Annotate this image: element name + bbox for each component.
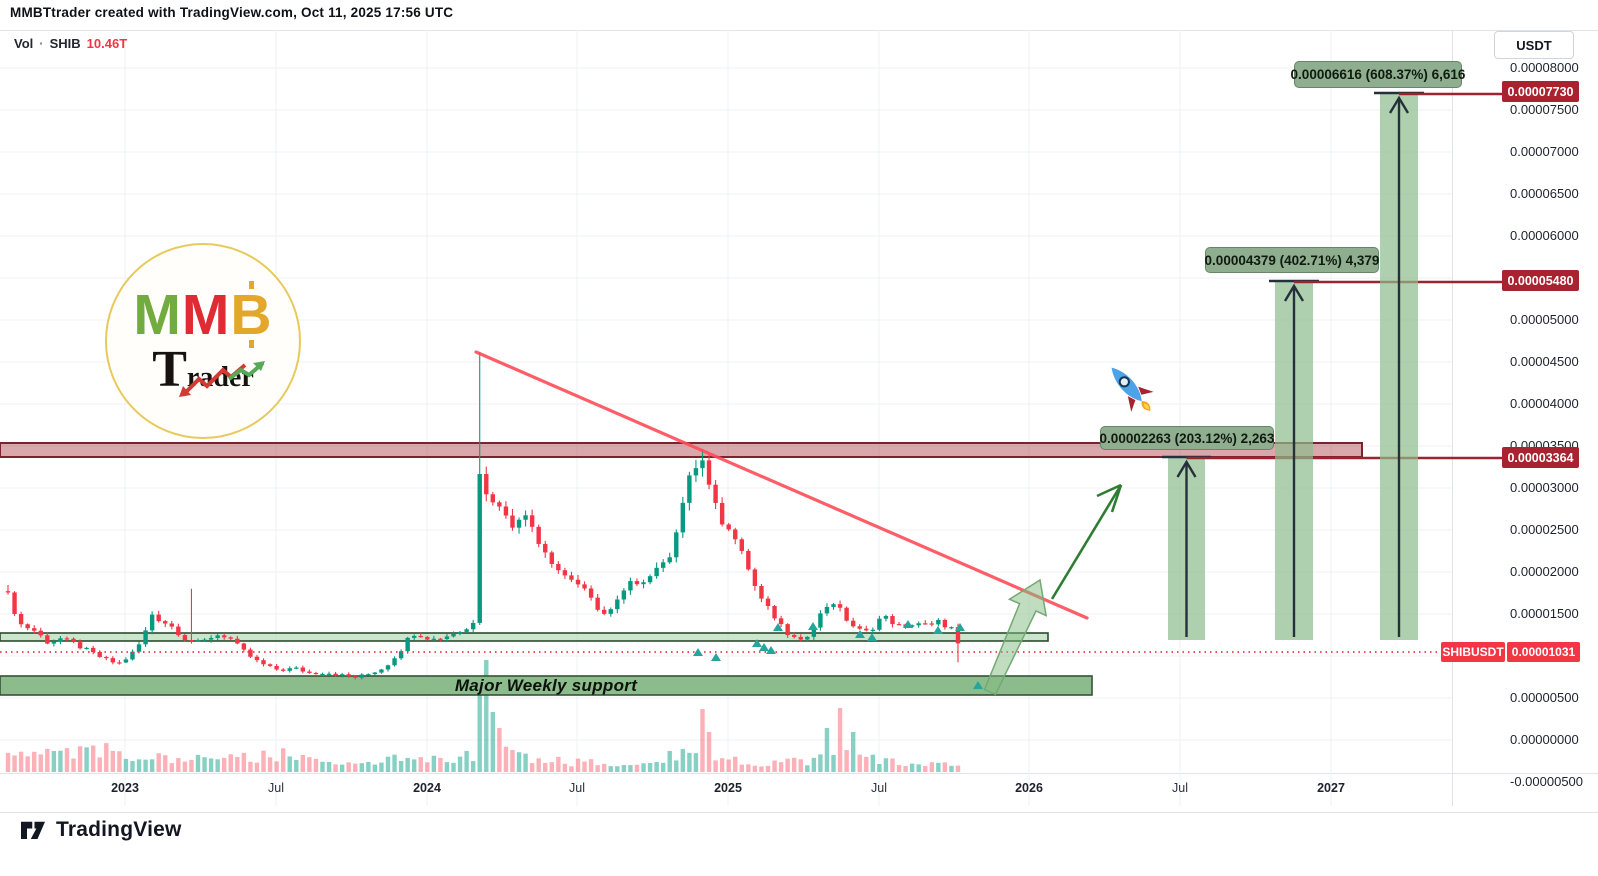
price-axis-label: 0.00001500 — [1510, 606, 1579, 621]
logo-trader-initial: T — [152, 340, 187, 398]
target-label-3[interactable]: 0.00006616 (608.37%) 6,616 — [1291, 61, 1465, 88]
rocket-icon — [1111, 367, 1154, 412]
time-axis-label-jul: Jul — [1172, 781, 1188, 795]
price-axis-label: 0.00002500 — [1510, 522, 1579, 537]
time-axis-label-2025: 2025 — [714, 781, 742, 795]
volume-legend-label: Vol — [14, 36, 34, 51]
chart-top-border — [0, 30, 1598, 31]
time-axis-label-2023: 2023 — [111, 781, 139, 795]
time-axis-border — [0, 773, 1598, 774]
time-axis-label-jul: Jul — [268, 781, 284, 795]
trend-zigzag-icon — [179, 361, 265, 397]
logo-letter-b-gold: B — [230, 280, 273, 348]
logo-letter-m-green: M — [133, 282, 182, 347]
time-axis-label-2026: 2026 — [1015, 781, 1043, 795]
attribution-text: MMBTtrader created with TradingView.com,… — [10, 5, 454, 20]
major-support-label: Major Weekly support — [454, 675, 638, 695]
time-axis-label-jul: Jul — [871, 781, 887, 795]
tradingview-brand-text: TradingView — [56, 818, 182, 841]
time-axis-label-jul: Jul — [569, 781, 585, 795]
time-axis-label-2027: 2027 — [1317, 781, 1345, 795]
legend-symbol: SHIB — [49, 36, 81, 51]
price-axis-label: 0.00006500 — [1510, 186, 1579, 201]
current-price-tag: 0.00001031 — [1507, 642, 1580, 662]
volume-value: 10.46T — [86, 36, 128, 51]
tradingview-logo-icon — [21, 821, 45, 839]
price-axis-label: 0.00000000 — [1510, 732, 1579, 747]
price-level-label-high: 0.00007730 — [1502, 81, 1579, 102]
price-level-label-low: 0.00003364 — [1502, 447, 1579, 468]
trader-watermark-logo: M M B Trader — [105, 243, 301, 439]
price-axis-label: 0.00002000 — [1510, 564, 1579, 579]
target-label-2[interactable]: 0.00004379 (402.71%) 4,379 — [1205, 247, 1379, 273]
symbol-price-tag: SHIBUSDT — [1441, 642, 1505, 662]
price-axis-label: 0.00004500 — [1510, 354, 1579, 369]
volume-legend[interactable]: Vol · SHIB 10.46T — [14, 36, 127, 51]
tradingview-footer[interactable]: TradingView — [18, 815, 182, 845]
logo-letter-m-red: M — [181, 282, 231, 347]
legend-separator: · — [39, 36, 44, 51]
container-bottom-border — [0, 812, 1598, 813]
price-axis-label: 0.00000500 — [1510, 690, 1579, 705]
price-axis-label: 0.00004000 — [1510, 396, 1579, 411]
price-axis-label: 0.00008000 — [1510, 60, 1579, 75]
price-axis-label: 0.00007000 — [1510, 144, 1579, 159]
target-label-1[interactable]: 0.00002263 (203.12%) 2,263 — [1100, 426, 1274, 450]
price-level-label-mid: 0.00005480 — [1502, 270, 1579, 291]
price-axis-label: 0.00005000 — [1510, 312, 1579, 327]
price-axis-label: 0.00003000 — [1510, 480, 1579, 495]
price-axis-label: 0.00006000 — [1510, 228, 1579, 243]
logo-mmb-letters: M M B — [133, 280, 273, 348]
currency-toggle-button[interactable]: USDT — [1494, 31, 1574, 59]
price-axis-border — [1452, 30, 1453, 806]
price-axis-label: 0.00007500 — [1510, 102, 1579, 117]
price-axis-label: -0.00000500 — [1510, 774, 1584, 789]
time-axis-label-2024: 2024 — [413, 781, 441, 795]
